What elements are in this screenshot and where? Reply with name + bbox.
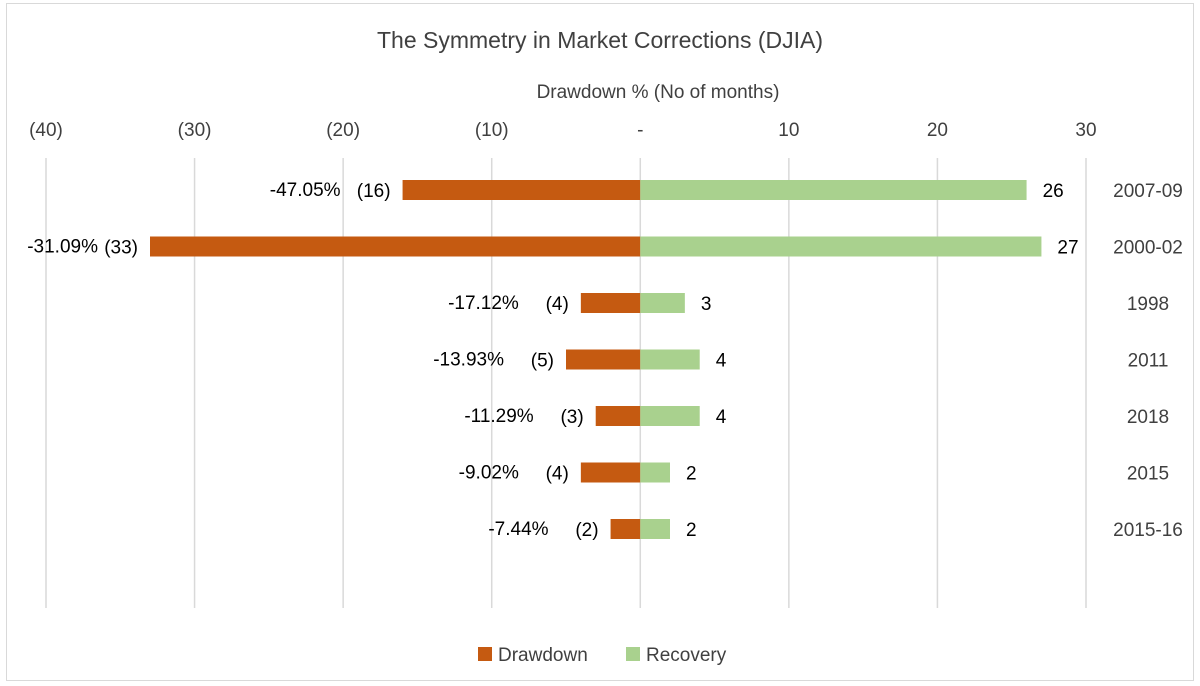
chart-frame xyxy=(6,3,1194,681)
drawdown-data-label: (33) xyxy=(104,238,138,259)
drawdown-data-label: (5) xyxy=(531,351,554,372)
recovery-legend-label: Recovery xyxy=(646,645,727,666)
drawdown-bar xyxy=(566,349,641,370)
drawdown-pct-annotation: -11.29% xyxy=(464,406,533,427)
drawdown-bar xyxy=(580,293,641,313)
category-label: 2000-02 xyxy=(1113,238,1183,259)
x-tick-label: (30) xyxy=(178,120,212,141)
x-tick-label: (10) xyxy=(475,120,509,141)
drawdown-pct-annotation: -13.93% xyxy=(433,350,504,371)
category-labels: 2007-09 2000-02 1998 2011 2018 2015 2015-16 xyxy=(1113,181,1183,541)
x-tick-label: (20) xyxy=(326,120,360,141)
bars xyxy=(150,180,1042,539)
recovery-data-label: 3 xyxy=(701,294,712,315)
x-tick-label: (40) xyxy=(29,120,63,141)
drawdown-bar xyxy=(580,462,641,483)
drawdown-pct-annotation: -7.44% xyxy=(488,519,548,540)
drawdown-bar xyxy=(402,180,641,200)
category-label: 2015 xyxy=(1127,464,1169,485)
drawdown-pct-annotation: -17.12% xyxy=(448,293,519,314)
recovery-bar xyxy=(640,349,700,370)
drawdown-bar xyxy=(595,406,641,426)
x-tick-labels: (40) (30) (20) (10) - 10 20 30 xyxy=(29,120,1096,141)
recovery-data-label: 26 xyxy=(1043,181,1064,202)
x-tick-label: 10 xyxy=(778,120,799,141)
drawdown-legend-swatch xyxy=(478,647,492,661)
recovery-bar xyxy=(640,462,670,483)
drawdown-bar xyxy=(610,519,641,539)
legend: Drawdown Recovery xyxy=(478,645,727,666)
recovery-data-label: 4 xyxy=(716,351,727,372)
gridlines xyxy=(45,158,1087,608)
recovery-bar xyxy=(640,519,670,539)
drawdown-legend-label: Drawdown xyxy=(498,645,588,666)
recovery-data-label: 2 xyxy=(686,520,697,541)
x-tick-label: - xyxy=(637,120,643,141)
recovery-bar xyxy=(640,293,685,313)
drawdown-data-label: (4) xyxy=(546,464,569,485)
drawdown-data-label: (16) xyxy=(357,181,391,202)
recovery-data-label: 2 xyxy=(686,464,697,485)
drawdown-bar xyxy=(150,236,641,257)
recovery-legend-swatch xyxy=(626,647,640,661)
recovery-data-label: 27 xyxy=(1057,238,1078,259)
x-tick-label: 30 xyxy=(1075,120,1096,141)
category-label: 2018 xyxy=(1127,407,1169,428)
recovery-bar xyxy=(640,406,700,426)
drawdown-pct-annotation: -9.02% xyxy=(459,463,519,484)
recovery-bar xyxy=(640,236,1042,257)
drawdown-pct-annotation: -47.05% xyxy=(270,180,341,201)
data-labels: (16) -47.05% 26 (33) -31.09% 27 (4) -17.12% 3 (5)… xyxy=(27,180,1078,541)
category-label: 2015-16 xyxy=(1113,520,1183,541)
x-axis-label: Drawdown % (No of months) xyxy=(537,82,780,103)
recovery-bar xyxy=(640,180,1027,200)
recovery-data-label: 4 xyxy=(716,407,727,428)
chart-title: The Symmetry in Market Corrections (DJIA… xyxy=(377,27,823,53)
drawdown-pct-annotation: -31.09% xyxy=(27,237,98,258)
drawdown-data-label: (3) xyxy=(560,407,583,428)
drawdown-data-label: (4) xyxy=(546,294,569,315)
drawdown-data-label: (2) xyxy=(575,520,598,541)
x-tick-label: 20 xyxy=(927,120,948,141)
category-label: 2011 xyxy=(1128,351,1169,372)
category-label: 2007-09 xyxy=(1113,181,1183,202)
category-label: 1998 xyxy=(1127,294,1169,315)
